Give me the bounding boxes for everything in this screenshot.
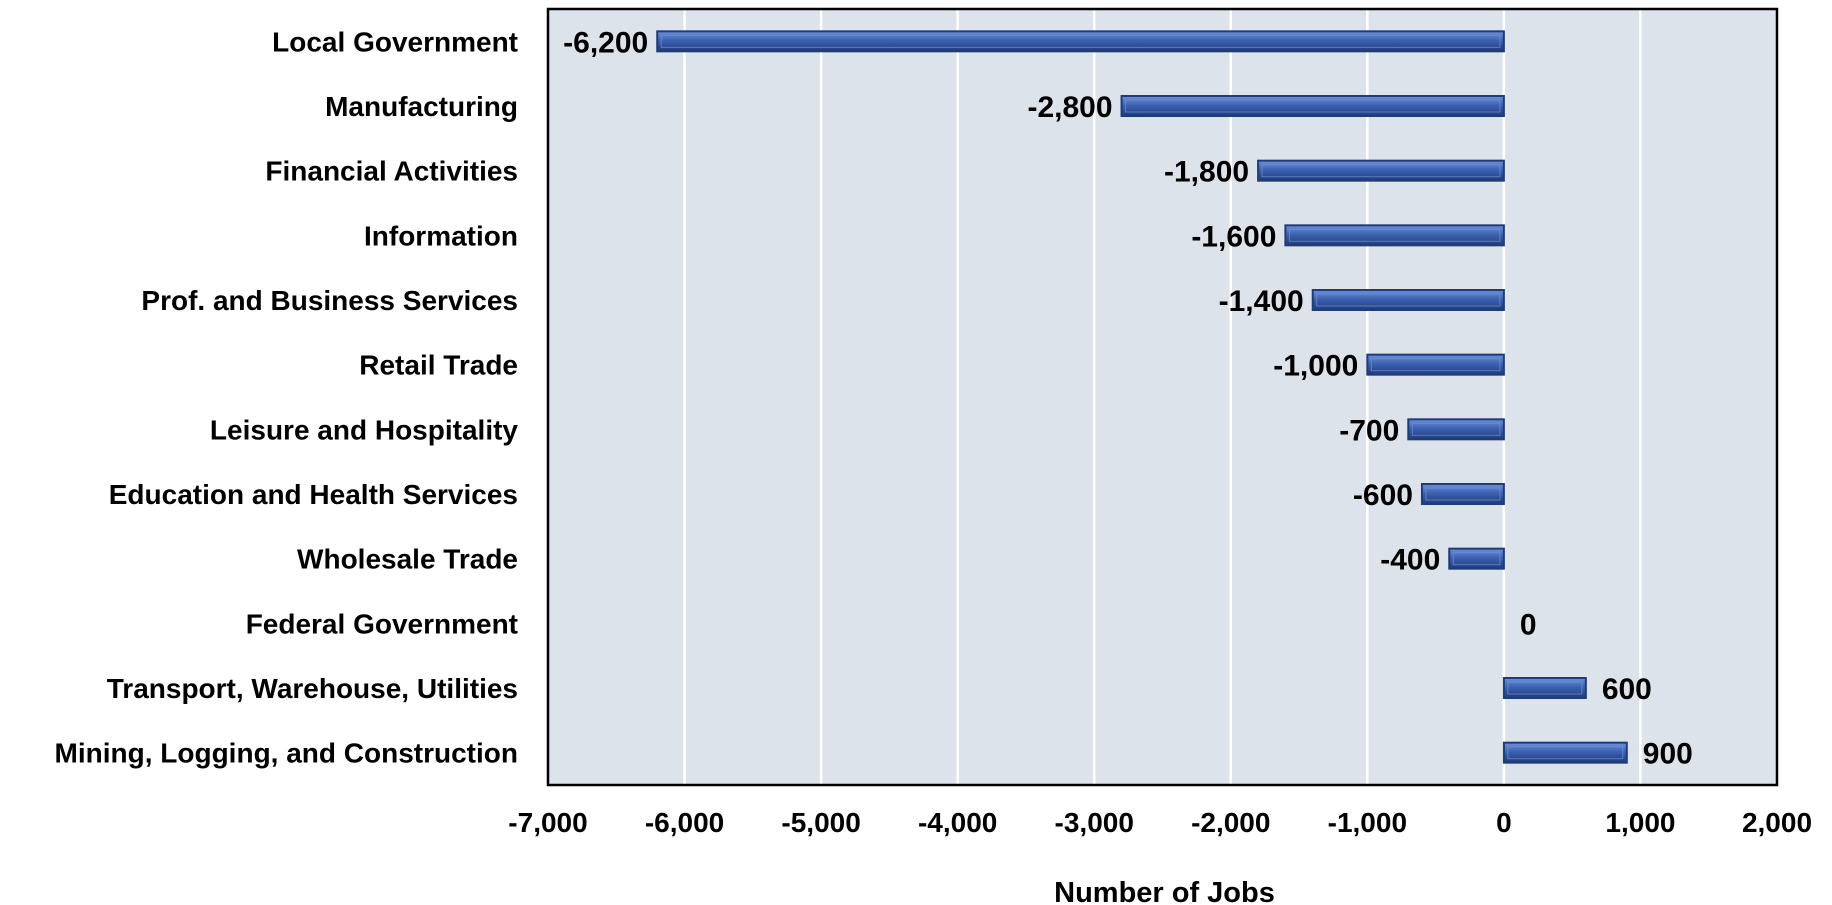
x-tick-label: 2,000 — [1742, 807, 1812, 838]
data-label: -1,600 — [1191, 220, 1276, 253]
x-tick-label: 0 — [1496, 807, 1512, 838]
category-label: Wholesale Trade — [297, 544, 518, 575]
bar — [1120, 95, 1505, 117]
category-label: Prof. and Business Services — [141, 285, 518, 316]
bar — [1284, 224, 1505, 247]
plot-area — [548, 9, 1777, 785]
data-label: -700 — [1339, 414, 1399, 447]
category-label: Federal Government — [246, 608, 518, 639]
bar — [1448, 547, 1505, 570]
category-label: Local Government — [272, 26, 518, 57]
bar — [1420, 483, 1505, 505]
x-tick-label: -3,000 — [1055, 807, 1134, 838]
x-tick-label: -1,000 — [1328, 807, 1407, 838]
category-label: Leisure and Hospitality — [210, 414, 518, 445]
bar — [1407, 418, 1505, 441]
data-label: -2,800 — [1027, 91, 1112, 124]
gridlines — [683, 9, 1642, 785]
data-labels: -6,200 -2,800 -1,800 -1,600 -1,400 -1,000 -700… — [563, 26, 1693, 770]
data-label: -600 — [1353, 479, 1413, 512]
category-label: Financial Activities — [265, 156, 518, 187]
plot-frame — [546, 7, 1779, 787]
x-axis-title: Number of Jobs — [1054, 877, 1275, 905]
data-label: -1,400 — [1219, 285, 1304, 318]
category-label: Transport, Warehouse, Utilities — [107, 673, 518, 704]
data-label: -1,000 — [1273, 350, 1358, 383]
category-label: Mining, Logging, and Construction — [55, 738, 518, 769]
data-label: -1,800 — [1164, 156, 1249, 189]
x-tick-label: -7,000 — [508, 807, 587, 838]
category-label: Manufacturing — [325, 91, 518, 122]
bar — [656, 30, 1505, 53]
bars — [656, 30, 1628, 764]
bar — [1311, 289, 1505, 311]
category-label: Retail Trade — [359, 350, 518, 381]
data-label: -400 — [1380, 544, 1440, 577]
bar — [1502, 741, 1628, 764]
category-label: Education and Health Services — [109, 479, 518, 510]
data-label: 600 — [1602, 673, 1652, 706]
x-tick-label: 1,000 — [1605, 807, 1675, 838]
bar — [1257, 159, 1505, 182]
x-tick-labels: -7,000 -6,000 -5,000 -4,000 -3,000 -2,000 -1,0… — [508, 807, 1812, 838]
x-tick-label: -2,000 — [1191, 807, 1270, 838]
bar — [1366, 353, 1505, 376]
bar — [1502, 677, 1587, 699]
data-label: -6,200 — [563, 26, 648, 59]
x-tick-label: -5,000 — [781, 807, 860, 838]
data-label: 900 — [1643, 738, 1693, 771]
x-tick-label: -4,000 — [918, 807, 997, 838]
category-labels: Local Government Manufacturing Financial A… — [55, 26, 519, 768]
category-label: Information — [364, 220, 518, 251]
data-label: 0 — [1520, 608, 1537, 641]
x-tick-label: -6,000 — [645, 807, 724, 838]
